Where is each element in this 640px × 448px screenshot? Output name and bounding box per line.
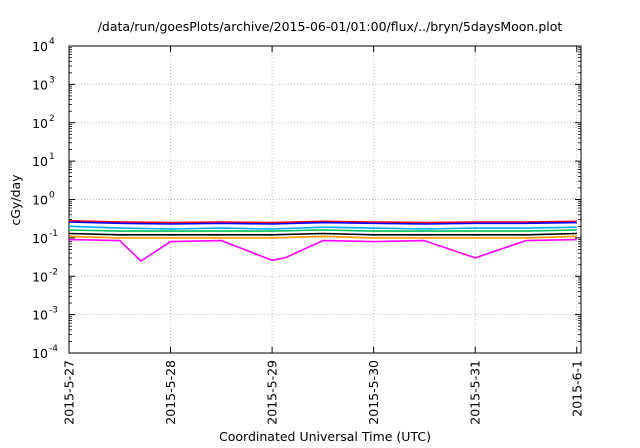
y-tick-label-exponent: -3 (49, 306, 58, 316)
x-tick-label: 2015-5-30 (366, 360, 381, 425)
y-tick-label: 10 (32, 346, 48, 361)
y-tick-label: 10 (32, 116, 48, 131)
series-line (68, 238, 577, 262)
series-line (68, 235, 577, 239)
x-tick-label: 2015-5-29 (265, 360, 280, 425)
series-line (68, 225, 577, 230)
series-line (68, 232, 577, 236)
x-tick-label: 2015-5-27 (62, 360, 77, 425)
y-tick-label-exponent: -4 (49, 344, 58, 354)
grid (69, 46, 581, 353)
y-tick-label: 10 (32, 154, 48, 169)
chart-title: /data/run/goesPlots/archive/2015-06-01/0… (98, 19, 563, 34)
x-tick-labels: 2015-5-27 2015-5-28 2015-5-29 2015-5-30 2015… (62, 360, 585, 425)
y-tick-label-exponent: 1 (49, 152, 55, 162)
y-tick-label-exponent: 4 (49, 37, 55, 47)
y-tick-label: 10 (32, 231, 48, 246)
y-tick-label-exponent: 0 (49, 191, 55, 201)
x-tick-label: 2015-5-31 (468, 360, 483, 425)
x-tick-label: 2015-5-28 (163, 360, 178, 425)
series-line (68, 221, 577, 225)
y-tick-label-exponent: 2 (49, 114, 55, 124)
y-tick-label-exponent: -1 (49, 229, 58, 239)
y-tick-label: 10 (32, 39, 48, 54)
y-tick-label-exponent: -2 (49, 267, 58, 277)
y-tick-label: 10 (32, 193, 48, 208)
y-tick-label: 10 (32, 308, 48, 323)
series-line (68, 229, 577, 232)
ticks (68, 45, 581, 354)
y-axis-label: cGy/day (8, 174, 23, 226)
x-tick-label: 2015-6-1 (569, 360, 584, 417)
x-axis-label: Coordinated Universal Time (UTC) (219, 429, 431, 444)
series-line (68, 219, 577, 224)
series-group (68, 219, 577, 262)
y-tick-label: 10 (32, 77, 48, 92)
y-tick-label: 10 (32, 269, 48, 284)
y-tick-label-exponent: 3 (49, 75, 55, 85)
